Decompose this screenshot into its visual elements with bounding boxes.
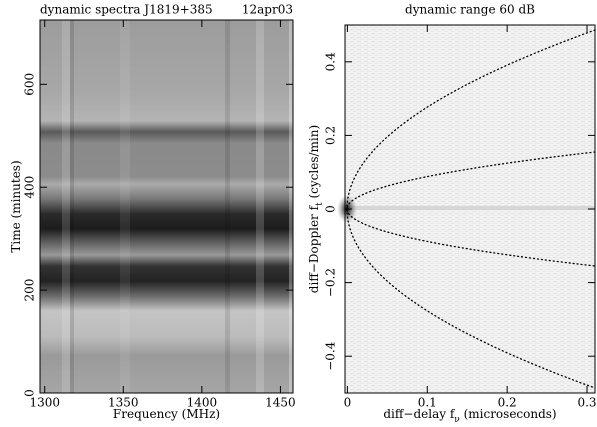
y-tick-label: −0.4 — [324, 341, 338, 371]
x-tick-label: 0.3 — [577, 396, 596, 410]
x-tick-label: 0.2 — [498, 396, 517, 410]
x-tick-label: 1350 — [108, 396, 139, 410]
dynamic-spectrum-image — [40, 20, 293, 393]
x-tick-label: 1400 — [187, 396, 218, 410]
y-tick-label: 0 — [23, 389, 37, 397]
y-axis-label: diff−Doppler ft (cycles/min) — [307, 125, 325, 293]
chart-title: dynamic range 60 dB — [405, 3, 535, 17]
y-axis-label-part: t — [315, 202, 325, 206]
y-tick-label: 0.2 — [324, 126, 338, 145]
x-tick-label: 1450 — [265, 396, 296, 410]
x-tick-label: 0 — [344, 396, 352, 410]
x-axis-label: Frequency (MHz) — [113, 407, 220, 421]
y-axis-label: Time (minutes) — [9, 160, 23, 252]
y-tick-label: 200 — [23, 279, 37, 302]
y-axis-label-part: diff−Doppler f — [307, 204, 321, 293]
y-tick-label: 400 — [23, 176, 37, 199]
chart-title: dynamic spectra J1819+385 — [40, 3, 213, 17]
secondary-spectrum-image — [337, 25, 596, 393]
x-axis-label-part: Frequency (MHz) — [113, 407, 220, 421]
x-axis-label: diff−delay fν (microseconds) — [383, 407, 556, 425]
x-axis-label-part: diff−delay f — [383, 407, 455, 421]
y-axis-label-part: (cycles/min) — [307, 125, 321, 202]
x-axis-label-part: (microseconds) — [460, 407, 557, 421]
x-tick-label: 0.1 — [418, 396, 437, 410]
y-tick-label: 600 — [23, 73, 37, 96]
x-axis-label-part: ν — [454, 415, 459, 425]
y-tick-label: 0 — [324, 205, 338, 213]
x-tick-label: 1300 — [29, 396, 60, 410]
plot-frame — [39, 19, 294, 394]
y-axis-label-part: Time (minutes) — [9, 160, 23, 252]
y-tick-label: −0.2 — [324, 268, 338, 297]
annotation: 12apr03 — [242, 3, 293, 17]
y-tick-label: 0.4 — [324, 52, 338, 71]
